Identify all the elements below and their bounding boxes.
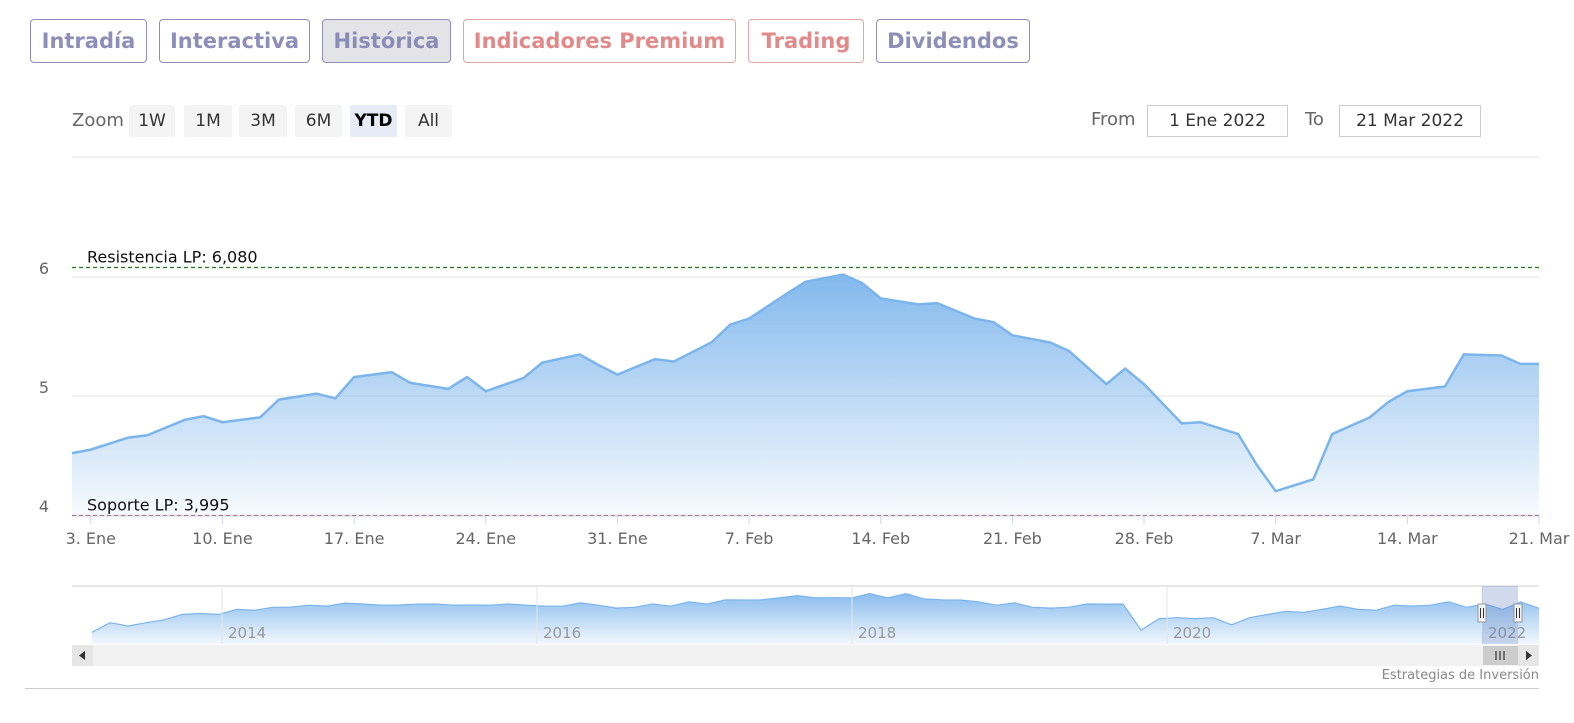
tab-histórica[interactable]: Histórica xyxy=(322,19,451,63)
zoom-button-ytd[interactable]: YTD xyxy=(350,105,397,137)
bottom-divider xyxy=(25,688,1539,689)
scrollbar-track[interactable] xyxy=(72,645,1539,666)
zoom-button-6m[interactable]: 6M xyxy=(295,105,342,137)
tab-trading[interactable]: Trading xyxy=(748,19,864,63)
navigator-right-handle[interactable] xyxy=(1513,603,1523,623)
x-tick-label: 10. Ene xyxy=(192,529,253,548)
resistance-label: Resistencia LP: 6,080 xyxy=(87,247,258,266)
x-tick-label: 14. Feb xyxy=(851,529,910,548)
tab-dividendos[interactable]: Dividendos xyxy=(876,19,1030,63)
y-axis: 4 5 6 xyxy=(39,259,49,516)
series-area xyxy=(71,273,1539,515)
x-tick-label: 24. Ene xyxy=(455,529,516,548)
scrollbar-thumb[interactable] xyxy=(1483,646,1518,665)
x-tick-label: 21. Mar xyxy=(1509,529,1570,548)
tab-indicadores-premium[interactable]: Indicadores Premium xyxy=(463,19,736,63)
from-label: From xyxy=(1091,109,1136,130)
y-tick-label: 6 xyxy=(39,259,49,278)
y-tick-label: 4 xyxy=(39,497,49,516)
scroll-left-button[interactable] xyxy=(72,645,93,666)
navigator-series-fill xyxy=(92,593,1539,644)
zoom-button-1w[interactable]: 1W xyxy=(129,105,175,137)
scrollbar xyxy=(72,645,1539,666)
x-axis: 3. Ene 10. Ene 17. Ene 24. Ene 31. Ene 7. Feb… xyxy=(66,515,1570,548)
series-fill xyxy=(72,274,1539,515)
navigator-year-label: 2014 xyxy=(228,624,266,642)
x-tick-label: 7. Feb xyxy=(725,529,774,548)
navigator-year-label: 2020 xyxy=(1173,624,1211,642)
navigator-year-label: 2018 xyxy=(858,624,896,642)
from-date-input[interactable]: 1 Ene 2022 xyxy=(1147,105,1288,137)
tab-interactiva[interactable]: Interactiva xyxy=(159,19,310,63)
navigator: 2014 2016 2018 2020 2022 xyxy=(72,585,1540,644)
navigator-left-handle[interactable] xyxy=(1477,603,1487,623)
support-label: Soporte LP: 3,995 xyxy=(87,496,230,515)
navigator-year-label: 2022 xyxy=(1488,624,1526,642)
x-tick-label: 17. Ene xyxy=(324,529,385,548)
x-tick-label: 7. Mar xyxy=(1250,529,1301,548)
navigator-background xyxy=(72,586,1539,644)
tab-intradía[interactable]: Intradía xyxy=(30,19,147,63)
zoom-label: Zoom xyxy=(72,110,124,131)
to-label: To xyxy=(1305,109,1324,130)
scroll-right-button[interactable] xyxy=(1518,645,1539,666)
series-line xyxy=(71,273,1539,493)
navigator-year-label: 2016 xyxy=(543,624,581,642)
x-tick-label: 31. Ene xyxy=(587,529,648,548)
y-tick-label: 5 xyxy=(39,378,49,397)
zoom-button-3m[interactable]: 3M xyxy=(239,105,287,137)
x-tick-label: 21. Feb xyxy=(983,529,1042,548)
credits-text: Estrategias de Inversión xyxy=(1381,668,1539,683)
navigator-series-line xyxy=(91,592,1540,633)
navigator-selection[interactable] xyxy=(1482,586,1518,644)
plot-lines: Resistencia LP: 6,080 Soporte LP: 3,995 xyxy=(72,247,1539,517)
zoom-button-all[interactable]: All xyxy=(405,105,452,137)
x-tick-label: 14. Mar xyxy=(1377,529,1438,548)
x-tick-label: 28. Feb xyxy=(1115,529,1174,548)
zoom-button-1m[interactable]: 1M xyxy=(184,105,232,137)
to-date-input[interactable]: 21 Mar 2022 xyxy=(1339,105,1481,137)
x-tick-label: 3. Ene xyxy=(66,529,116,548)
grid-lines xyxy=(72,276,1539,516)
